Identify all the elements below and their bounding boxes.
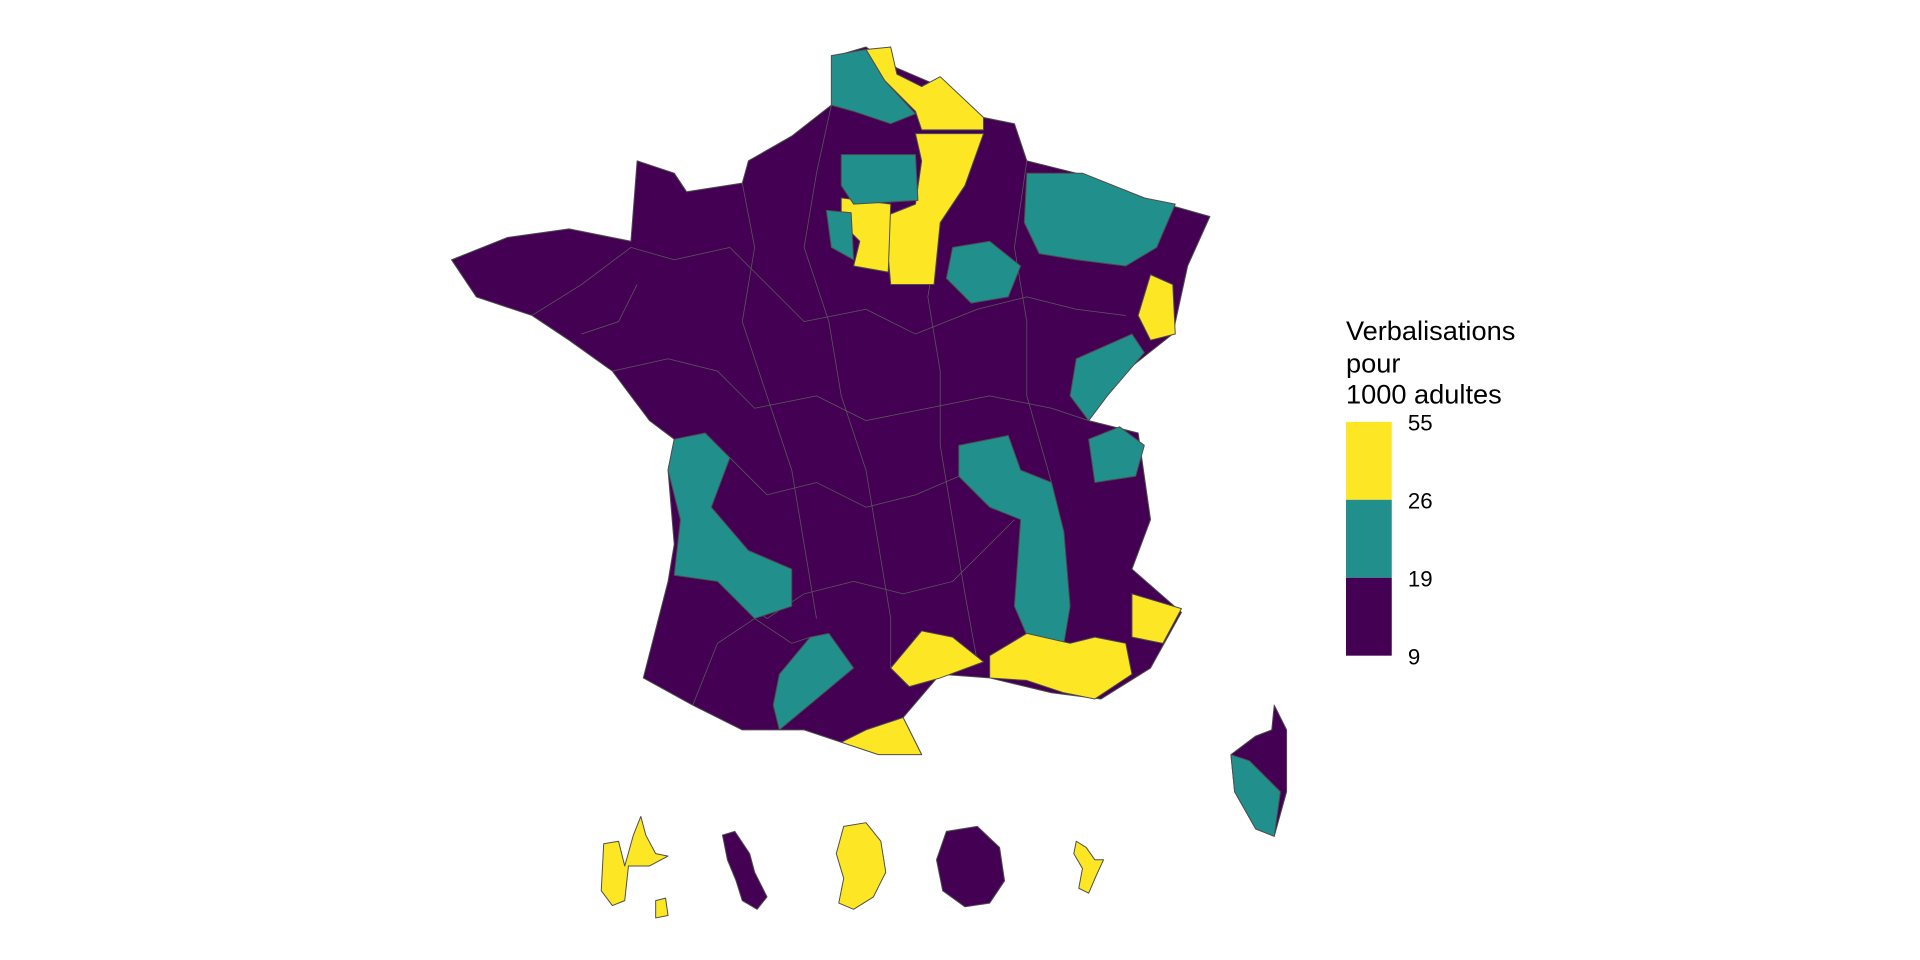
department-border bbox=[927, 222, 978, 662]
martinique bbox=[721, 830, 768, 910]
department-border bbox=[741, 183, 817, 619]
legend: Verbalisations pour 1000 adultes 55 26 19 9 bbox=[1345, 315, 1515, 669]
department bbox=[840, 717, 923, 756]
department bbox=[1131, 593, 1182, 644]
guyane bbox=[835, 822, 887, 910]
department-border bbox=[717, 519, 1015, 620]
legend-title: pour bbox=[1346, 347, 1400, 378]
mayotte bbox=[1073, 840, 1104, 894]
department bbox=[1230, 754, 1281, 837]
department bbox=[989, 632, 1133, 700]
department bbox=[1069, 333, 1145, 422]
department bbox=[1023, 172, 1176, 267]
department bbox=[1088, 426, 1145, 483]
department-border bbox=[803, 105, 892, 669]
legend-title: 1000 adultes bbox=[1346, 378, 1502, 409]
department-border bbox=[581, 284, 638, 335]
department bbox=[772, 632, 855, 731]
department bbox=[884, 133, 985, 286]
legend-break-label: 9 bbox=[1408, 644, 1420, 669]
reunion bbox=[936, 825, 1006, 908]
legend-title: Verbalisations bbox=[1346, 315, 1515, 346]
department bbox=[865, 46, 985, 131]
department-border bbox=[531, 247, 1126, 335]
department bbox=[825, 209, 855, 261]
map-regions bbox=[451, 46, 1288, 919]
legend-break-label: 26 bbox=[1408, 488, 1433, 513]
department bbox=[945, 240, 1022, 304]
department bbox=[1137, 274, 1176, 341]
legend-break-label: 19 bbox=[1408, 566, 1433, 591]
department-border bbox=[612, 358, 1089, 422]
department bbox=[667, 432, 793, 620]
guadeloupe bbox=[600, 816, 669, 907]
legend-swatch bbox=[1345, 577, 1392, 656]
department bbox=[890, 630, 985, 688]
legend-swatch bbox=[1345, 421, 1392, 500]
legend-break-label: 55 bbox=[1408, 411, 1433, 436]
legend-swatch bbox=[1345, 499, 1392, 578]
department bbox=[840, 154, 919, 205]
guadeloupe-island bbox=[655, 897, 669, 919]
department bbox=[830, 48, 916, 125]
department-border bbox=[1014, 160, 1052, 483]
